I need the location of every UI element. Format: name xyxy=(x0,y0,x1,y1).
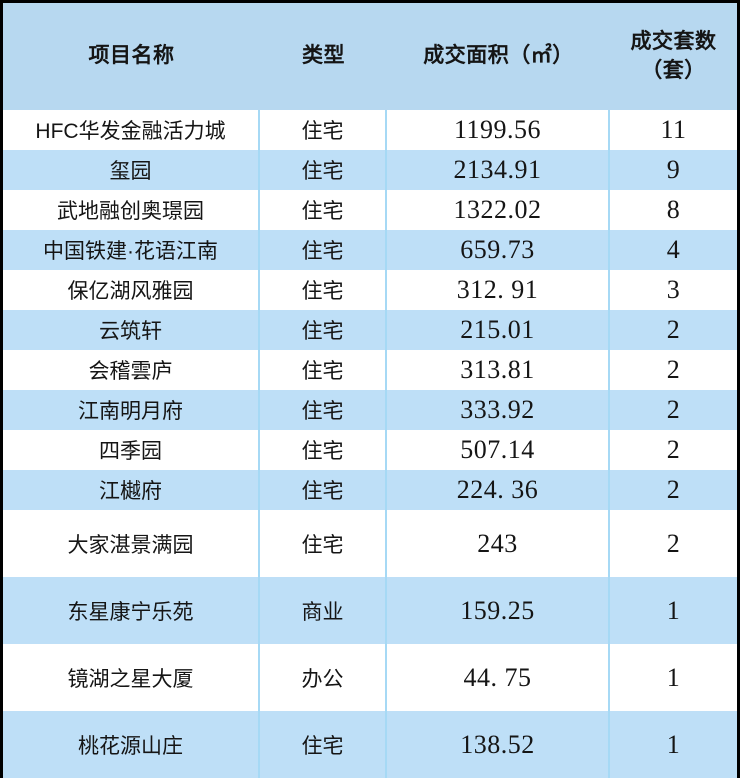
table-row: 大家湛景满园 住宅 243 2 xyxy=(3,510,737,577)
cell-area: 507.14 xyxy=(387,430,610,470)
table-row: 江南明月府 住宅 333.92 2 xyxy=(3,390,737,430)
header-cell-area: 成交面积（㎡） xyxy=(387,42,610,70)
header-cell-units: 成交套数 （套） xyxy=(610,28,737,85)
cell-units: 2 xyxy=(666,395,681,424)
cell-units: 3 xyxy=(666,275,681,304)
cell-area: 659.73 xyxy=(387,230,610,270)
table-row: HFC华发金融活力城 住宅 1199.56 11 xyxy=(3,110,737,150)
cell-area: 243 xyxy=(387,510,610,577)
cell-type: 商业 xyxy=(260,577,387,644)
cell-units: 1 xyxy=(666,595,681,625)
cell-units: 1 xyxy=(666,729,681,759)
cell-project-name: 桃花源山庄 xyxy=(3,711,260,778)
cell-type: 住宅 xyxy=(260,510,387,577)
cell-project-name: 玺园 xyxy=(3,150,260,190)
table-body: HFC华发金融活力城 住宅 1199.56 11 玺园 住宅 2134.91 9… xyxy=(3,110,737,778)
header-label-units-line1: 成交套数 xyxy=(630,30,717,54)
cell-area: 312. 91 xyxy=(387,270,610,310)
header-label-project-name: 项目名称 xyxy=(88,44,175,68)
table-row: 会稽雲庐 住宅 313.81 2 xyxy=(3,350,737,390)
cell-project-name: 江樾府 xyxy=(3,470,260,510)
cell-units: 2 xyxy=(666,355,681,384)
cell-units: 9 xyxy=(666,155,681,184)
cell-type: 住宅 xyxy=(260,350,387,390)
cell-project-name: 保亿湖风雅园 xyxy=(3,270,260,310)
table-row: 云筑轩 住宅 215.01 2 xyxy=(3,310,737,350)
cell-project-name: 大家湛景满园 xyxy=(3,510,260,577)
table-row: 东星康宁乐苑 商业 159.25 1 xyxy=(3,577,737,644)
cell-project-name: HFC华发金融活力城 xyxy=(3,110,260,150)
cell-units: 8 xyxy=(666,195,681,224)
cell-project-name: 江南明月府 xyxy=(3,390,260,430)
cell-units: 11 xyxy=(660,115,687,144)
cell-area: 224. 36 xyxy=(387,470,610,510)
cell-type: 住宅 xyxy=(260,110,387,150)
cell-project-name: 会稽雲庐 xyxy=(3,350,260,390)
header-cell-type: 类型 xyxy=(260,42,387,70)
table-row: 镜湖之星大厦 办公 44. 75 1 xyxy=(3,644,737,711)
cell-units: 2 xyxy=(666,435,681,464)
cell-area: 2134.91 xyxy=(387,150,610,190)
header-label-type: 类型 xyxy=(302,44,345,68)
cell-area: 215.01 xyxy=(387,310,610,350)
cell-area: 1199.56 xyxy=(387,110,610,150)
table-row: 玺园 住宅 2134.91 9 xyxy=(3,150,737,190)
cell-project-name: 中国铁建·花语江南 xyxy=(3,230,260,270)
table-row: 四季园 住宅 507.14 2 xyxy=(3,430,737,470)
cell-type: 住宅 xyxy=(260,190,387,230)
cell-type: 办公 xyxy=(260,644,387,711)
cell-type: 住宅 xyxy=(260,390,387,430)
cell-area: 138.52 xyxy=(387,711,610,778)
cell-area: 1322.02 xyxy=(387,190,610,230)
cell-project-name: 云筑轩 xyxy=(3,310,260,350)
cell-area: 313.81 xyxy=(387,350,610,390)
cell-type: 住宅 xyxy=(260,470,387,510)
cell-units: 4 xyxy=(666,235,681,264)
cell-type: 住宅 xyxy=(260,230,387,270)
cell-units: 2 xyxy=(666,315,681,344)
cell-project-name: 武地融创奥璟园 xyxy=(3,190,260,230)
table-row: 江樾府 住宅 224. 36 2 xyxy=(3,470,737,510)
cell-project-name: 镜湖之星大厦 xyxy=(3,644,260,711)
cell-type: 住宅 xyxy=(260,430,387,470)
cell-area: 44. 75 xyxy=(387,644,610,711)
cell-type: 住宅 xyxy=(260,310,387,350)
cell-type: 住宅 xyxy=(260,150,387,190)
cell-type: 住宅 xyxy=(260,711,387,778)
header-row: 项目名称 类型 成交面积（㎡） 成交套数 （套） xyxy=(3,3,737,110)
cell-area: 159.25 xyxy=(387,577,610,644)
table-row: 中国铁建·花语江南 住宅 659.73 4 xyxy=(3,230,737,270)
cell-units: 2 xyxy=(666,475,681,504)
cell-units: 1 xyxy=(666,662,681,692)
cell-project-name: 四季园 xyxy=(3,430,260,470)
table-row: 保亿湖风雅园 住宅 312. 91 3 xyxy=(3,270,737,310)
header-label-units-line2: （套） xyxy=(641,58,706,82)
header-label-area: 成交面积（㎡） xyxy=(423,44,574,68)
cell-units: 2 xyxy=(666,528,681,558)
project-transactions-table: 项目名称 类型 成交面积（㎡） 成交套数 （套） HFC华发金融活力城 住宅 1… xyxy=(3,3,737,778)
cell-area: 333.92 xyxy=(387,390,610,430)
header-cell-project-name: 项目名称 xyxy=(3,42,260,70)
cell-project-name: 东星康宁乐苑 xyxy=(3,577,260,644)
cell-type: 住宅 xyxy=(260,270,387,310)
table-row: 武地融创奥璟园 住宅 1322.02 8 xyxy=(3,190,737,230)
table-row: 桃花源山庄 住宅 138.52 1 xyxy=(3,711,737,778)
